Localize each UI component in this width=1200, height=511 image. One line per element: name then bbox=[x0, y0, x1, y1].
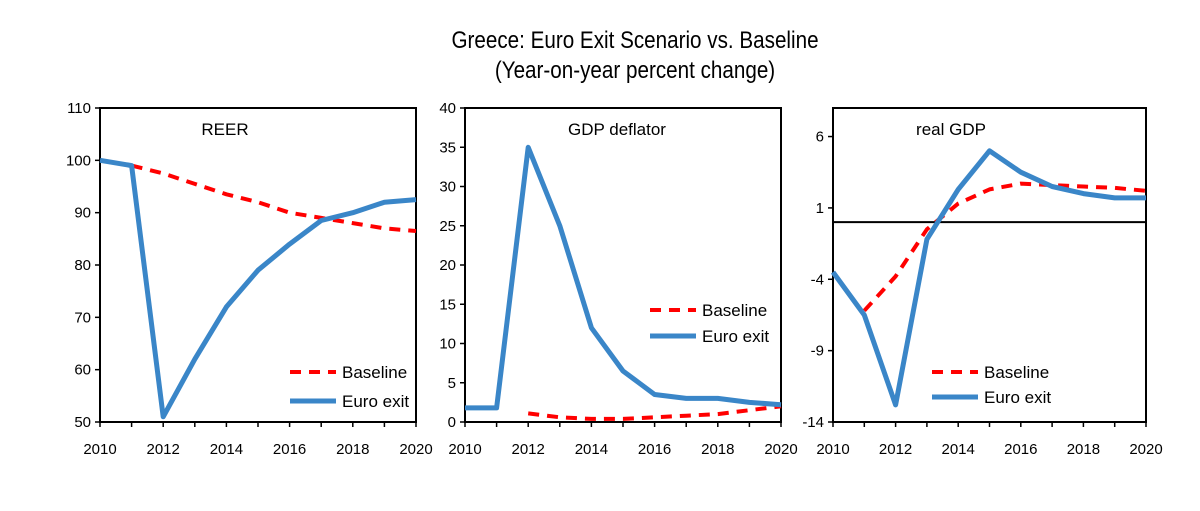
figure-title-block: Greece: Euro Exit Scenario vs. Baseline … bbox=[0, 26, 1200, 86]
baseline-series-line bbox=[862, 181, 1147, 313]
euro-exit-series-line bbox=[465, 144, 782, 411]
x-tick-label: 2020 bbox=[1129, 441, 1162, 458]
x-tick-label: 2018 bbox=[1067, 441, 1100, 458]
chart-panel-1: 110 100 90 80 70 60 50 2010 2012 2014 2016 2018 2020… bbox=[66, 100, 433, 458]
y-tick-label: 90 bbox=[74, 205, 91, 222]
legend-label-baseline: Baseline bbox=[984, 363, 1049, 382]
y-tick-label: 30 bbox=[439, 179, 456, 196]
panel-title: GDP deflator bbox=[568, 120, 666, 139]
euro-exit-series-line bbox=[830, 148, 1146, 408]
x-tick-label: 2016 bbox=[638, 441, 671, 458]
y-tick-label: -9 bbox=[811, 343, 824, 360]
y-tick-label: 110 bbox=[67, 100, 91, 117]
y-tick-label: 20 bbox=[439, 257, 456, 274]
x-tick-label: 2012 bbox=[879, 441, 912, 458]
baseline-series-line bbox=[527, 404, 782, 421]
x-tick-label: 2018 bbox=[336, 441, 369, 458]
y-tick-label: 100 bbox=[66, 152, 91, 169]
x-tick-label: 2014 bbox=[210, 441, 243, 458]
x-tick-label: 2018 bbox=[701, 441, 734, 458]
y-tick-label: 35 bbox=[439, 139, 456, 156]
x-tick-label: 2010 bbox=[816, 441, 849, 458]
euro-exit-series-line bbox=[99, 157, 417, 420]
x-tick-label: 2020 bbox=[399, 441, 432, 458]
x-tick-label: 2014 bbox=[575, 441, 608, 458]
y-tick-label: 15 bbox=[439, 296, 456, 313]
x-tick-label: 2010 bbox=[83, 441, 116, 458]
y-tick-label: -4 bbox=[811, 271, 824, 288]
legend-label-euro-exit: Euro exit bbox=[342, 392, 409, 411]
y-tick-label: 80 bbox=[74, 257, 91, 274]
x-tick-label: 2010 bbox=[448, 441, 481, 458]
panel-title: real GDP bbox=[916, 120, 986, 139]
panel-title: REER bbox=[201, 120, 248, 139]
y-tick-label: 6 bbox=[816, 129, 824, 146]
x-tick-label: 2012 bbox=[147, 441, 180, 458]
figure-title: Greece: Euro Exit Scenario vs. Baseline bbox=[451, 27, 819, 54]
y-tick-label: 40 bbox=[439, 100, 456, 117]
x-tick-label: 2020 bbox=[764, 441, 797, 458]
y-tick-label: -14 bbox=[802, 414, 824, 431]
figure-subtitle: (Year-on-year percent change) bbox=[494, 57, 776, 84]
baseline-series-line bbox=[131, 163, 417, 233]
y-tick-label: 1 bbox=[816, 200, 824, 217]
legend-label-baseline: Baseline bbox=[342, 363, 407, 382]
x-tick-label: 2014 bbox=[942, 441, 975, 458]
y-tick-label: 50 bbox=[74, 414, 91, 431]
legend-label-euro-exit: Euro exit bbox=[984, 388, 1051, 407]
chart-panel-2: 40 35 30 25 20 15 10 5 0 2010 2012 2014 2016 2018 2020… bbox=[439, 100, 797, 458]
x-tick-label: 2012 bbox=[512, 441, 545, 458]
y-tick-label: 70 bbox=[74, 309, 91, 326]
legend-label-baseline: Baseline bbox=[702, 301, 767, 320]
y-tick-label: 25 bbox=[439, 218, 456, 235]
y-tick-label: 5 bbox=[448, 375, 456, 392]
x-tick-label: 2016 bbox=[1004, 441, 1037, 458]
x-tick-label: 2016 bbox=[273, 441, 306, 458]
chart-panel-3: 6 1 -4 -9 -14 2010 2012 2014 2016 2018 2020 real GD… bbox=[802, 107, 1163, 458]
y-tick-label: 0 bbox=[448, 414, 456, 431]
y-tick-label: 10 bbox=[439, 336, 456, 353]
legend-label-euro-exit: Euro exit bbox=[702, 327, 769, 346]
y-tick-label: 60 bbox=[74, 362, 91, 379]
